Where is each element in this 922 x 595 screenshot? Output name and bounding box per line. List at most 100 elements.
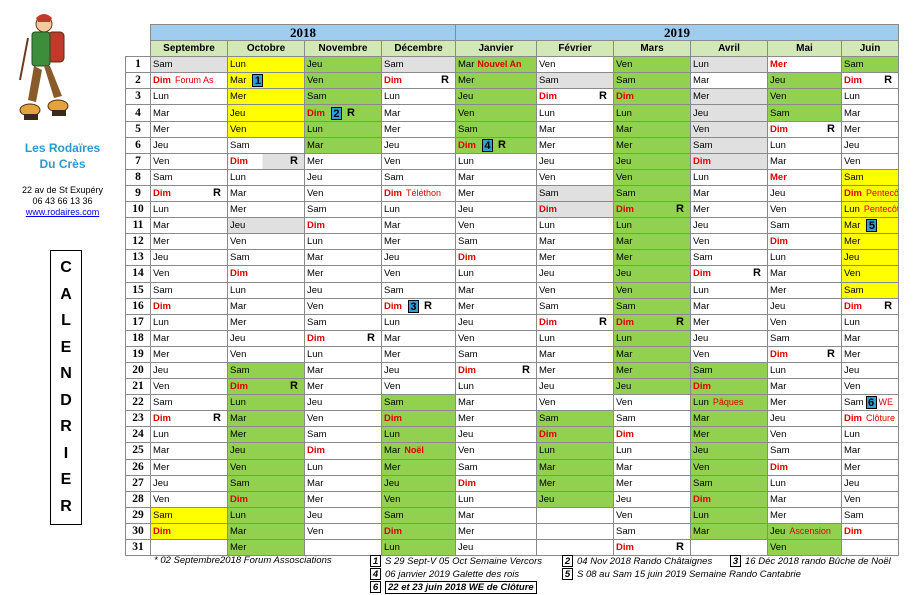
weekday: Mer bbox=[307, 493, 324, 505]
weekday: Dim bbox=[230, 381, 248, 393]
day-cell: Mar bbox=[690, 410, 768, 428]
day-cell: Mar bbox=[536, 345, 614, 363]
weekday: Mer bbox=[693, 204, 710, 216]
day-cell: Ven bbox=[767, 538, 842, 557]
weekday: Mar bbox=[307, 139, 324, 151]
weekday: Dim bbox=[307, 220, 325, 232]
day-cell: Lun bbox=[455, 378, 537, 396]
day-cell: Dim R bbox=[227, 152, 305, 170]
day-cell: Mar Nouvel An bbox=[455, 56, 537, 74]
day-cell: Jeu bbox=[613, 265, 691, 283]
table-row: 18 Mar Jeu Dim R Mar Ven Lun Lun Jeu Sam Mar bbox=[125, 329, 900, 347]
weekday: Sam bbox=[770, 220, 790, 232]
day-cell: Sam bbox=[536, 72, 614, 90]
weekday: Mer bbox=[153, 236, 170, 248]
day-cell: Mer bbox=[304, 378, 382, 396]
day-cell: Mer bbox=[455, 72, 537, 90]
weekday: Dim bbox=[384, 413, 402, 425]
day-cell: Lun bbox=[227, 394, 305, 412]
weekday: Dim bbox=[770, 123, 788, 135]
weekday: Lun bbox=[844, 204, 860, 216]
weekday: Mer bbox=[458, 525, 475, 537]
weekday: Mer bbox=[616, 365, 633, 377]
weekday: Mer bbox=[153, 123, 170, 135]
weekday: Sam bbox=[844, 397, 864, 409]
weekday: Mar bbox=[153, 220, 170, 232]
event-note: Téléthon bbox=[405, 187, 441, 198]
weekday: Lun bbox=[153, 91, 169, 103]
day-cell: Sam bbox=[767, 104, 842, 122]
day-cell: Mer bbox=[455, 522, 537, 541]
day-cell: Mer bbox=[455, 184, 537, 203]
day-cell: Jeu bbox=[455, 313, 537, 331]
day-cell: Mar bbox=[536, 458, 614, 476]
day-cell: Ven bbox=[536, 168, 614, 186]
weekday: Dim bbox=[458, 252, 476, 264]
weekday: Mer bbox=[693, 429, 710, 441]
weekday: Dim bbox=[693, 155, 711, 167]
weekday: Lun bbox=[384, 429, 400, 441]
day-cell bbox=[536, 522, 614, 541]
day-number: 23 bbox=[125, 410, 151, 428]
day-number: 27 bbox=[125, 474, 151, 492]
weekday: Mer bbox=[458, 413, 475, 425]
weekday: Sam bbox=[539, 413, 559, 425]
day-cell: Lun bbox=[381, 313, 456, 331]
day-number: 6 bbox=[125, 136, 151, 154]
weekday: Mer bbox=[844, 123, 861, 135]
day-cell: Lun bbox=[381, 88, 456, 106]
weekday: Dim bbox=[844, 300, 862, 312]
day-cell: Jeu bbox=[227, 104, 305, 122]
weekday: Lun bbox=[307, 461, 323, 473]
weekday: Mer bbox=[844, 461, 861, 473]
day-cell: Dim bbox=[150, 522, 228, 541]
rando-mark: R bbox=[884, 299, 893, 312]
table-row: 3 Lun Mer Sam Lun Jeu Dim R Dim Mer Ven Lun bbox=[125, 88, 900, 106]
day-cell: Jeu bbox=[304, 281, 382, 299]
vertical-letter: E bbox=[60, 338, 72, 356]
club-website-link[interactable]: www.rodaires.com bbox=[25, 207, 100, 217]
day-number: 26 bbox=[125, 458, 151, 476]
weekday: Ven bbox=[844, 381, 861, 393]
weekday: Ven bbox=[230, 236, 247, 248]
day-number: 22 bbox=[125, 394, 151, 412]
weekday: Jeu bbox=[458, 316, 474, 328]
day-cell: Lun bbox=[840, 313, 900, 331]
weekday: Mar bbox=[230, 413, 247, 425]
weekday: Mer bbox=[384, 348, 401, 360]
day-cell: Mar bbox=[227, 522, 305, 541]
weekday: Mar bbox=[307, 365, 324, 377]
day-cell: Dim bbox=[767, 458, 842, 476]
day-cell: Dim bbox=[613, 88, 691, 106]
weekday: Dim bbox=[693, 381, 711, 393]
day-cell: Mer bbox=[150, 233, 228, 251]
weekday: Sam bbox=[844, 284, 864, 296]
weekday: Dim bbox=[384, 75, 402, 87]
day-cell: Dim bbox=[536, 426, 614, 444]
day-cell: Jeu bbox=[690, 329, 768, 347]
weekday: Dim bbox=[539, 204, 557, 216]
day-cell: Lun bbox=[381, 426, 456, 444]
day-cell: Ven bbox=[690, 345, 768, 363]
table-row: 20 Jeu Sam Mar Jeu Dim R Mer Mer Sam Lun Jeu bbox=[125, 361, 900, 380]
day-cell: Mar bbox=[536, 120, 614, 138]
day-cell: Lun bbox=[304, 120, 382, 138]
weekday: Lun bbox=[844, 91, 860, 103]
day-cell: Sam 6 WE bbox=[840, 394, 900, 412]
weekday: Mer bbox=[844, 348, 861, 360]
day-number: 10 bbox=[125, 201, 151, 219]
day-cell: Sam bbox=[227, 136, 305, 154]
day-cell: Lun bbox=[613, 329, 691, 347]
weekday: Jeu bbox=[693, 220, 709, 232]
day-cell: Mar bbox=[690, 72, 768, 90]
weekday: Ven bbox=[693, 123, 710, 135]
day-cell: Mar bbox=[690, 297, 768, 315]
club-name-line1: Les Rodaïres bbox=[24, 141, 101, 155]
day-cell: Sam bbox=[150, 56, 228, 74]
day-cell: Ven bbox=[613, 506, 691, 524]
weekday: Mar bbox=[458, 509, 475, 521]
table-row: 27 Jeu Sam Mar Jeu Dim Mer Mer Sam Lun Jeu bbox=[125, 474, 900, 492]
day-cell: Mar bbox=[150, 442, 228, 460]
day-number: 7 bbox=[125, 152, 151, 170]
table-row: 13 Jeu Sam Mar Jeu Dim Mer Mer Sam Lun Jeu bbox=[125, 249, 900, 267]
